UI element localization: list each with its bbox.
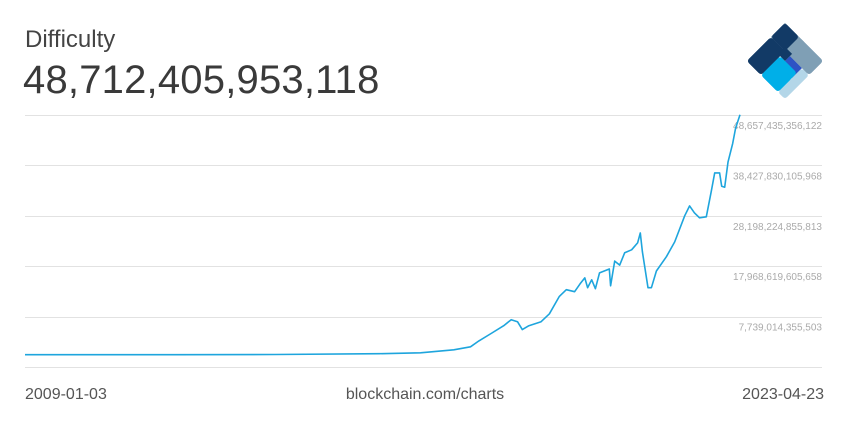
current-difficulty-value: 48,712,405,953,118 (23, 58, 380, 102)
y-tick-label: 7,739,014,355,503 (739, 323, 823, 334)
x-axis-end-date: 2023-04-23 (742, 386, 824, 403)
blockchain-logo-icon (748, 22, 822, 98)
y-tick-label: 17,968,619,605,658 (733, 272, 822, 283)
x-axis-start-date: 2009-01-03 (25, 386, 107, 403)
y-tick-label: 48,657,435,356,122 (733, 121, 822, 132)
y-tick-label: 38,427,830,105,968 (733, 171, 822, 182)
difficulty-series-line (25, 114, 741, 356)
source-link[interactable]: blockchain.com/charts (345, 386, 505, 403)
difficulty-chart: 48,657,435,356,122 38,427,830,105,968 28,1… (25, 114, 823, 368)
y-tick-label: 28,198,224,855,813 (733, 222, 822, 233)
chart-title: Difficulty (25, 26, 116, 53)
